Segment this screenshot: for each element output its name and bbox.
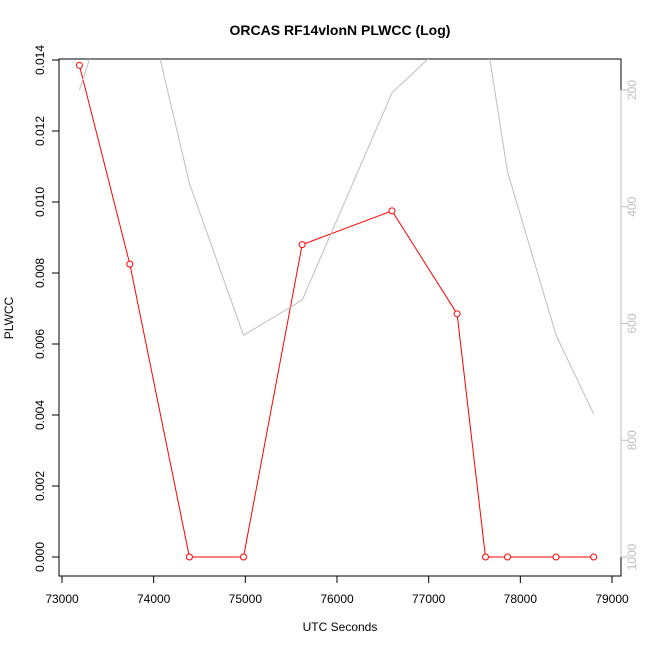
data-point: [504, 553, 511, 561]
y2-tick-label: 600: [625, 313, 639, 333]
y-tick-label: 0.004: [33, 400, 47, 430]
y-tick-label: 0.006: [33, 329, 47, 359]
data-point: [126, 260, 134, 268]
data-point: [240, 553, 247, 561]
y2-tick-label: 400: [625, 196, 639, 216]
secondary-series-line: [78, 59, 595, 415]
data-point: [453, 310, 461, 318]
data-point: [552, 553, 560, 561]
x-tick-label: 79000: [595, 592, 629, 606]
y2-tick-label: 800: [625, 430, 639, 450]
data-point: [482, 553, 489, 561]
y2-tick-label: 200: [625, 80, 639, 100]
x-tick-label: 77000: [412, 592, 446, 606]
y-tick-label: 0.012: [33, 116, 47, 146]
y-tick-label: 0.000: [33, 542, 47, 572]
chart-marks: 73000 74000 75000 76000 77000 78000 79000 0.000…: [33, 45, 639, 606]
primary-series-line: [78, 65, 594, 558]
x-tick-label: 74000: [137, 592, 171, 606]
y-tick-label: 0.010: [33, 187, 47, 217]
x-tick-label: 78000: [504, 592, 538, 606]
y-tick-label: 0.008: [33, 258, 47, 288]
x-tick-label: 76000: [320, 592, 354, 606]
data-point: [298, 241, 306, 249]
data-point: [75, 61, 83, 69]
x-tick-label: 73000: [45, 592, 79, 606]
y2-tick-label: 1000: [625, 543, 639, 570]
y-tick-label: 0.002: [33, 471, 47, 501]
plot-frame: [58, 58, 622, 577]
y-tick-label: 0.014: [33, 45, 47, 75]
data-point: [185, 553, 193, 561]
x-axis-label: UTC Seconds: [303, 620, 378, 634]
data-point: [590, 553, 598, 561]
x-tick-label: 75000: [229, 592, 263, 606]
chart-title: ORCAS RF14vlonN PLWCC (Log): [230, 22, 451, 38]
y-axis-label: PLWCC: [2, 296, 16, 339]
data-point: [388, 207, 396, 215]
